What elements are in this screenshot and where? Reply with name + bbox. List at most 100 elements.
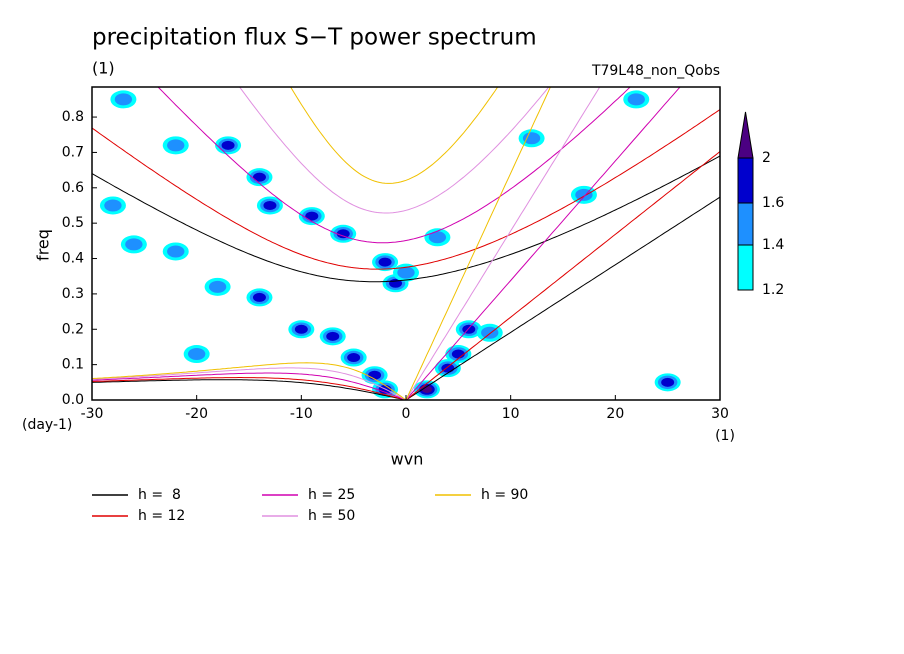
colorbar-label: 1.6	[762, 195, 784, 211]
spectral-peak	[215, 136, 242, 155]
spectral-peak	[518, 129, 545, 148]
ig-curve	[92, 155, 720, 283]
contour-fill	[114, 93, 133, 106]
contour-fill	[522, 132, 541, 145]
spectral-peak	[340, 348, 367, 367]
ig-curve	[157, 87, 631, 244]
y-tick-label: 0.8	[62, 109, 84, 125]
contour-fill	[428, 231, 447, 244]
contour-fill	[305, 211, 319, 221]
y-axis-label: freq	[34, 229, 53, 261]
y-tick-label: 0.1	[62, 357, 84, 373]
contour-fill	[252, 292, 266, 302]
contour-fill	[263, 200, 277, 210]
x-axis-unit: (1)	[715, 428, 735, 444]
run-label: T79L48_non_Qobs	[591, 63, 720, 79]
legend-label: h = 25	[308, 487, 355, 503]
x-tick-label: -10	[290, 406, 313, 422]
spectral-peak	[162, 136, 189, 155]
contour-fill	[627, 93, 645, 106]
spectral-peak	[256, 196, 283, 215]
ig-curve	[238, 87, 550, 214]
spectral-peak	[623, 90, 650, 109]
spectral-peak	[319, 327, 346, 346]
y-tick-label: 0.5	[62, 215, 84, 231]
y-tick-label: 0.6	[62, 180, 84, 196]
y-tick-label: 0.2	[62, 321, 84, 337]
kelvin-curve	[405, 87, 601, 400]
x-tick-label: 10	[502, 406, 520, 422]
spectral-peak	[424, 228, 451, 247]
contour-fill	[188, 348, 206, 361]
ig-curve	[92, 109, 720, 270]
spectrum-field	[99, 90, 681, 399]
legend-label: h = 8	[138, 487, 181, 503]
spectral-peak	[654, 373, 681, 392]
contour-fill	[326, 331, 340, 341]
legend-label: h = 12	[138, 508, 185, 524]
rossby-curve	[92, 377, 407, 400]
colorbar-bin	[737, 202, 754, 246]
y-tick-label: 0.7	[62, 144, 84, 160]
kelvin-curve	[405, 87, 681, 400]
contour-fill	[368, 370, 382, 380]
contour-fill	[347, 353, 361, 363]
spectral-peak	[204, 277, 231, 296]
spectral-peak	[445, 345, 472, 364]
contour-fill	[451, 349, 465, 359]
subtitle: (1)	[92, 59, 115, 78]
kelvin-curve	[405, 87, 551, 400]
x-tick-label: -30	[81, 406, 104, 422]
rossby-curve	[92, 379, 407, 400]
y-tick-label: 0.3	[62, 286, 84, 302]
kelvin-curve	[405, 196, 720, 400]
spectral-peak	[298, 207, 325, 226]
rossby-curve	[92, 367, 407, 400]
ig-curve	[290, 87, 499, 184]
contour-fill	[575, 188, 593, 201]
spectral-peak	[110, 90, 137, 109]
rossby-curve	[92, 362, 407, 400]
x-axis-label: wvn	[391, 450, 424, 469]
contour-fill	[221, 140, 235, 150]
y-tick-label: 0.0	[62, 392, 84, 408]
contour-fill	[167, 139, 185, 152]
contour-fill	[252, 172, 266, 182]
spectral-peak	[372, 253, 399, 272]
contour-fill	[104, 199, 122, 212]
x-tick-label: 20	[606, 406, 624, 422]
spectral-peak	[246, 168, 273, 187]
contour-fill	[336, 229, 350, 239]
y-axis-unit: (day-1)	[22, 417, 72, 433]
colorbar-label: 2	[762, 150, 771, 166]
contour-fill	[208, 280, 227, 293]
legend-label: h = 90	[481, 487, 528, 503]
spectral-peak	[361, 366, 388, 385]
spectral-peak	[288, 320, 315, 339]
contour-fill	[661, 377, 675, 387]
spectral-peak	[120, 235, 147, 254]
spectral-peak	[183, 345, 210, 364]
colorbar-extend	[737, 111, 754, 159]
x-tick-label: 0	[402, 406, 411, 422]
colorbar-bin	[737, 244, 754, 291]
x-tick-label: -20	[185, 406, 208, 422]
legend-label: h = 50	[308, 508, 355, 524]
kelvin-curve	[405, 151, 720, 400]
contour-fill	[378, 257, 392, 267]
colorbar-bin	[737, 157, 754, 204]
spectral-peak	[162, 242, 189, 261]
spectral-peak	[99, 196, 126, 215]
chart-title: precipitation flux S−T power spectrum	[92, 25, 537, 51]
colorbar-label: 1.4	[762, 237, 784, 253]
rossby-curve	[92, 372, 407, 400]
dispersion-curves	[92, 87, 720, 400]
contour-fill	[462, 324, 476, 334]
contour-fill	[294, 324, 308, 334]
spectral-peak	[434, 359, 461, 378]
contour-fill	[441, 363, 455, 373]
x-tick-label: 30	[711, 406, 729, 422]
contour-fill	[167, 245, 185, 258]
y-tick-label: 0.4	[62, 251, 84, 267]
